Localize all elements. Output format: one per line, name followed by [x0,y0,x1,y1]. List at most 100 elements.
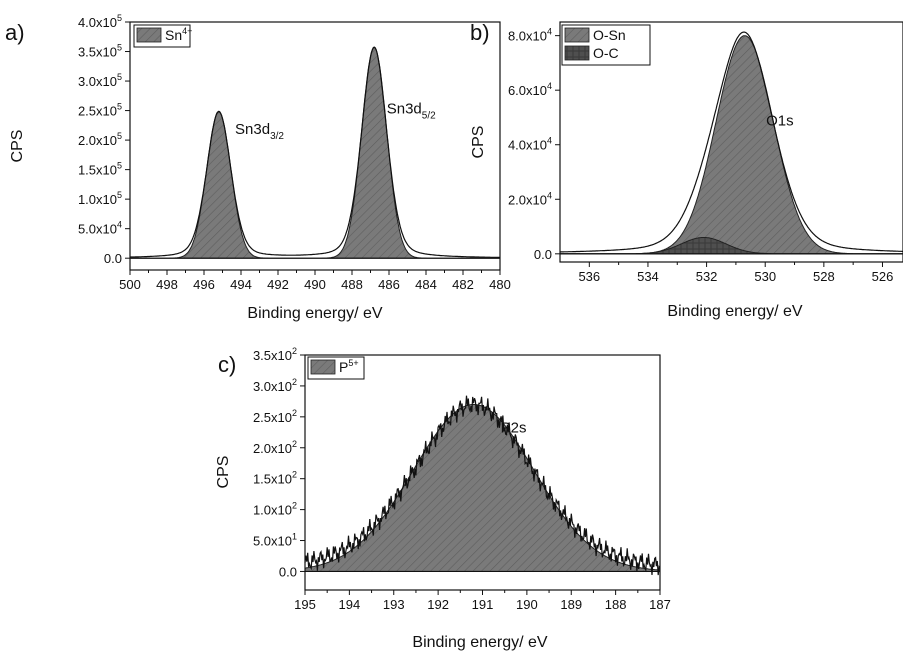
x-tick-label: 492 [267,277,289,292]
x-tick-label: 528 [813,269,835,284]
x-axis-title: Binding energy/ eV [667,303,803,320]
x-tick-label: 494 [230,277,252,292]
y-tick-label: 2.5x102 [253,408,297,425]
x-tick-label: 500 [119,277,141,292]
y-tick-exponent: 5 [117,102,122,112]
x-tick-label: 482 [452,277,474,292]
y-tick-mantissa: 3.0x10 [78,74,117,89]
x-tick-label: 490 [304,277,326,292]
y-tick-label: 2.5x105 [78,102,122,119]
y-tick-label: 8.0x104 [508,27,552,44]
x-tick-label: 195 [294,597,316,612]
y-tick-exponent: 4 [547,190,552,200]
y-tick-label: 1.0x102 [253,501,297,518]
panel-c-p2s: c)195 194 193 192 191 190 189 188 1870.05.0x1011… [215,346,671,651]
y-tick-mantissa: 2.5x10 [78,104,117,119]
y-tick-label: 1.5x102 [253,470,297,487]
x-tick-label: 480 [489,277,511,292]
x-tick-label: 190 [516,597,538,612]
y-tick-label: 3.5x102 [253,346,297,363]
x-tick-label: 192 [427,597,449,612]
peak-annotation: Sn3d3/2 [235,121,284,142]
y-tick-mantissa: 1.5x10 [253,472,292,487]
series-area-O-Sn [559,35,903,255]
y-tick-mantissa: 8.0x10 [508,29,547,44]
x-tick-label: 488 [341,277,363,292]
y-tick-label: 1.5x105 [78,161,122,178]
y-tick-exponent: 2 [292,346,297,356]
y-axis-title: CPS [470,126,487,159]
legend-swatch [564,27,590,43]
x-tick-label: 188 [605,597,627,612]
x-tick-label: 484 [415,277,437,292]
legend-superscript: 5+ [348,358,358,368]
y-tick-label: 2.0x102 [253,439,297,456]
panel-a-sn3d: a) 500 498 496 494 492 490 488 486 484 482 480 0.0 5.… [5,13,511,322]
y-tick-label: 5.0x101 [253,532,297,549]
envelope-line [560,31,903,253]
annotation-text: Sn3d [235,121,270,138]
x-tick-label: 532 [696,269,718,284]
y-tick-mantissa: 2.0x10 [78,133,117,148]
y-tick-label: 3.0x102 [253,377,297,394]
x-axis-title: Binding energy/ eV [412,634,548,651]
y-tick-exponent: 1 [292,532,297,542]
y-tick-mantissa: 1.0x10 [78,192,117,207]
y-tick-mantissa: 1.0x10 [253,503,292,518]
y-tick-exponent: 2 [292,377,297,387]
y-tick-label: 3.0x105 [78,72,122,89]
y-tick-label: 5.0x104 [78,220,122,237]
y-tick-mantissa: 3.5x10 [78,45,117,60]
x-tick-label: 536 [578,269,600,284]
annotation-subscript: 5/2 [422,111,436,122]
peak-annotation: P2s [501,419,527,436]
y-tick-exponent: 2 [292,408,297,418]
y-tick-exponent: 4 [117,220,122,230]
y-tick-exponent: 2 [292,470,297,480]
y-tick-mantissa: 2.0x10 [508,192,547,207]
x-tick-label: 534 [637,269,659,284]
y-tick-label: 6.0x104 [508,81,552,98]
y-tick-exponent: 2 [292,439,297,449]
legend-entry: O-Sn [593,27,626,43]
y-tick-mantissa: 5.0x10 [253,534,292,549]
legend-swatch [310,359,336,375]
annotation-text: Sn3d [387,101,422,118]
x-tick-label: 193 [383,597,405,612]
legend-superscript: 4+ [182,26,192,36]
x-tick-label: 191 [472,597,494,612]
y-tick-mantissa: 0.0 [279,564,297,579]
y-tick-label: 4.0x105 [78,13,122,30]
legend-entry: Sn4+ [165,26,192,43]
legend-label: O-C [593,45,619,61]
y-tick-mantissa: 6.0x10 [508,83,547,98]
y-tick-exponent: 4 [547,81,552,91]
y-tick-mantissa: 0.0 [534,247,552,262]
y-tick-label: 4.0x104 [508,136,552,153]
annotation-text: O1s [766,113,794,130]
y-tick-exponent: 5 [117,13,122,23]
y-tick-exponent: 5 [117,72,122,82]
legend-entry: O-C [593,45,619,61]
peak-annotation: Sn3d5/2 [387,101,436,122]
panel-label: a) [5,20,25,45]
y-tick-mantissa: 3.0x10 [253,379,292,394]
peak-annotation: O1s [766,113,794,130]
legend-label: Sn [165,27,182,43]
y-axis-title: CPS [9,130,26,163]
y-tick-mantissa: 3.5x10 [253,348,292,363]
y-tick-label: 0.0 [534,247,552,262]
y-tick-exponent: 5 [117,43,122,53]
y-tick-label: 1.0x105 [78,190,122,207]
y-tick-label: 3.5x105 [78,43,122,60]
y-tick-label: 2.0x105 [78,131,122,148]
annotation-subscript: 3/2 [270,131,284,142]
series-area-Sn4+ [129,46,501,259]
plot-frame [559,21,903,263]
x-tick-label: 189 [560,597,582,612]
y-tick-label: 0.0 [279,564,297,579]
panel-b-o1s: b)536 534 532 530 528 5260.02.0x1044.0x1046.0… [470,20,903,320]
legend-entry: P5+ [339,358,359,375]
envelope-line [304,395,661,576]
